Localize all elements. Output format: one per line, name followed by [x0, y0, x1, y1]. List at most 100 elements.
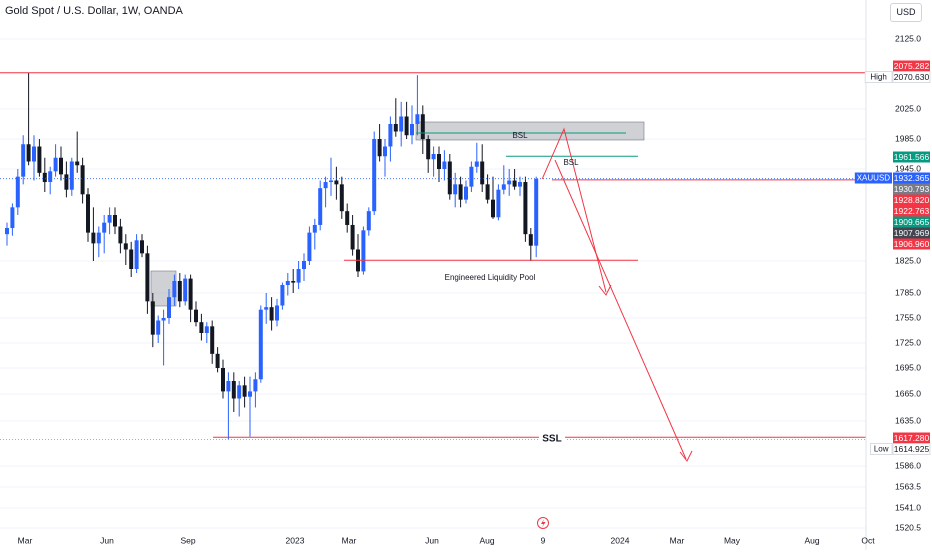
candle — [161, 309, 166, 366]
candle — [296, 261, 301, 289]
candle-body — [388, 124, 393, 147]
y-tick-label: 1825.0 — [895, 255, 921, 265]
candle — [523, 176, 528, 242]
candle — [307, 226, 312, 265]
candle-body — [145, 253, 150, 302]
candle-body — [64, 174, 69, 190]
candle-body — [15, 176, 20, 208]
candle — [91, 207, 96, 261]
candle — [329, 157, 333, 196]
candle — [96, 226, 101, 258]
candle — [442, 150, 447, 181]
candle-body — [528, 234, 533, 246]
candle-body — [280, 285, 285, 306]
y-tick-label: 1985.0 — [895, 133, 921, 143]
projection-arrows — [541, 127, 693, 462]
candle — [172, 274, 177, 306]
candle — [469, 161, 474, 192]
candle — [345, 203, 350, 233]
candle-body — [361, 230, 366, 272]
price-tag-label: 1922.763 — [894, 206, 930, 216]
x-tick-label: Aug — [804, 535, 819, 545]
candle — [102, 215, 107, 254]
candle — [42, 157, 47, 192]
candle — [199, 313, 204, 341]
y-tick-label: 1520.5 — [895, 522, 921, 532]
candle — [140, 234, 144, 258]
price-tag-caption-bg — [864, 71, 893, 83]
candle-body — [253, 379, 258, 392]
y-tick-label: 1945.0 — [895, 163, 921, 173]
candle — [69, 157, 74, 196]
candle — [32, 135, 36, 181]
candle-body — [275, 305, 279, 321]
candle-body — [323, 182, 328, 189]
candle-body — [5, 228, 9, 235]
price-tag-label: 2070.630 — [894, 72, 930, 82]
annotation-label: Engineered Liquidity Pool — [445, 273, 536, 282]
price-tag-bg — [892, 443, 931, 455]
candle-body — [496, 189, 501, 218]
price-tag: 1907.969 — [893, 227, 930, 239]
candle — [242, 376, 247, 408]
price-tag: 2075.282 — [893, 60, 930, 72]
currency-button[interactable]: USD — [890, 3, 922, 22]
price-tag-label: 2075.282 — [894, 61, 930, 71]
lightning-icon[interactable] — [537, 517, 549, 529]
price-tag-label: 1614.925 — [894, 444, 930, 454]
candle — [383, 139, 387, 177]
candle-body — [75, 161, 80, 166]
price-tag-bg — [892, 71, 931, 83]
price-tag-label: 1906.960 — [894, 239, 930, 249]
candle — [21, 135, 26, 185]
candle-body — [377, 139, 382, 157]
candle-body — [437, 154, 441, 169]
candle — [248, 376, 252, 437]
annotation-label: BSL — [512, 131, 528, 140]
candle — [253, 372, 258, 408]
x-tick-label: Jun — [425, 535, 439, 545]
price-tag-label: 1909.665 — [894, 217, 930, 227]
price-tag-caption: Low — [874, 445, 889, 454]
candle-body — [366, 211, 371, 231]
candle — [275, 298, 279, 327]
candle — [507, 169, 512, 196]
candle — [150, 293, 155, 348]
x-tick-label: Sep — [180, 535, 195, 545]
arrowhead-2 — [679, 450, 693, 462]
candle — [258, 305, 263, 383]
candle-body — [248, 391, 252, 397]
price-tag-label: 1928.820 — [894, 195, 930, 205]
candle — [285, 273, 290, 296]
candle-body — [226, 381, 231, 392]
chart-title: Gold Spot / U.S. Dollar, 1W, OANDA — [5, 5, 183, 17]
price-tag-bg — [893, 183, 930, 195]
candle — [15, 169, 20, 215]
candle — [37, 139, 42, 177]
candle — [59, 146, 63, 181]
candle-body — [134, 240, 139, 269]
candle — [377, 124, 382, 162]
candle — [177, 273, 182, 308]
price-tag: 1906.960 — [893, 238, 930, 250]
candle-body — [129, 249, 134, 269]
candle-body — [188, 278, 193, 310]
candle-body — [194, 309, 198, 323]
candle — [204, 322, 209, 343]
candle — [528, 228, 533, 261]
price-tag: 2070.630 High — [864, 71, 931, 83]
y-tick-label: 2125.0 — [895, 33, 921, 43]
candle-body — [302, 261, 306, 269]
price-tag-bg — [893, 238, 930, 250]
candle — [107, 207, 112, 235]
candle-body — [312, 224, 317, 233]
candle-body — [485, 184, 490, 200]
candle-body — [231, 381, 236, 399]
candle-body — [269, 307, 274, 321]
candle — [501, 165, 506, 195]
candle — [134, 234, 139, 273]
candle — [75, 131, 80, 173]
candle — [458, 176, 463, 208]
